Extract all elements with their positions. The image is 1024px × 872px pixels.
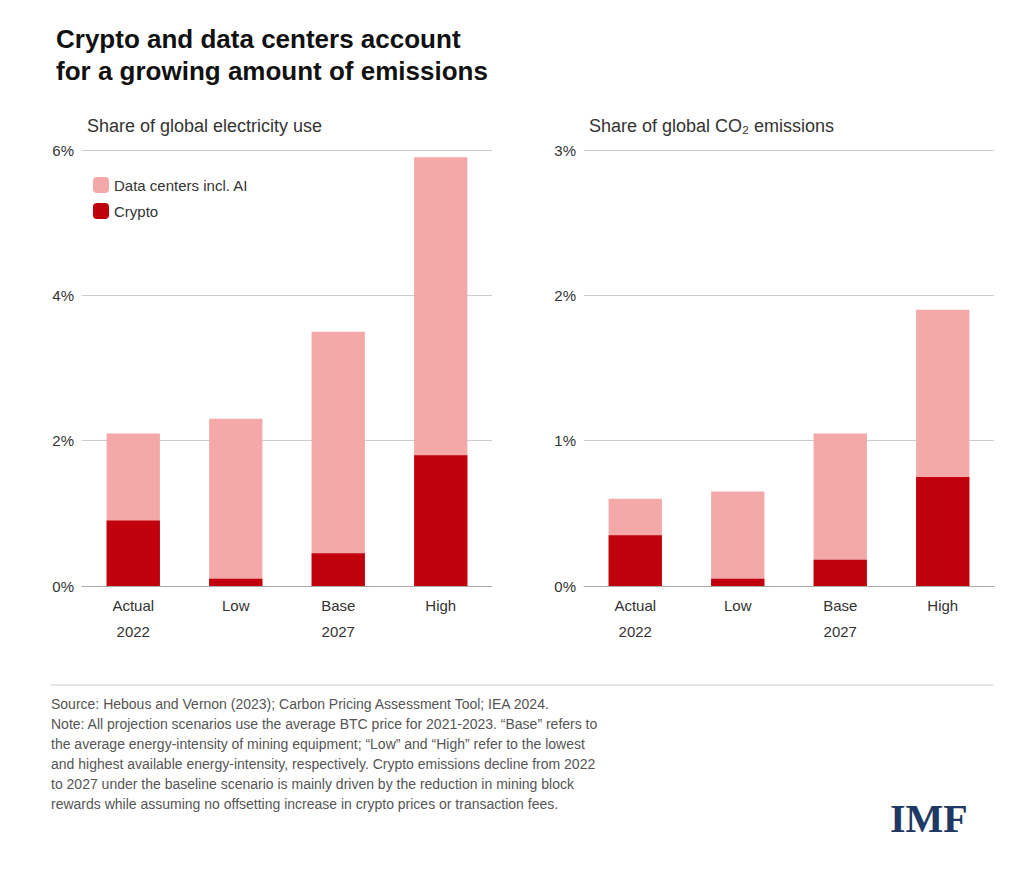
svg-text:Note: All projection scenarios: Note: All projection scenarios use the a… [51, 716, 597, 732]
svg-text:Share of global electricity us: Share of global electricity use [87, 116, 322, 136]
svg-text:Base: Base [321, 597, 355, 614]
svg-text:0%: 0% [52, 578, 74, 595]
svg-text:the average energy-intensity o: the average energy-intensity of mining e… [51, 736, 585, 752]
svg-text:IMF: IMF [890, 796, 968, 841]
svg-text:rewards while assuming no offs: rewards while assuming no offsetting inc… [51, 796, 558, 812]
svg-text:2%: 2% [52, 432, 74, 449]
svg-text:Low: Low [724, 597, 752, 614]
svg-text:High: High [425, 597, 456, 614]
svg-text:to 2027 under the baseline sce: to 2027 under the baseline scenario is m… [51, 776, 575, 792]
svg-text:Low: Low [222, 597, 250, 614]
svg-text:Crypto: Crypto [114, 203, 158, 220]
svg-text:6%: 6% [52, 142, 74, 159]
svg-text:Actual: Actual [112, 597, 154, 614]
svg-text:Share of global CO₂ emissions: Share of global CO₂ emissions [589, 116, 834, 136]
svg-text:Crypto and data centers accoun: Crypto and data centers account [56, 24, 461, 54]
svg-text:2022: 2022 [619, 623, 652, 640]
svg-text:0%: 0% [554, 578, 576, 595]
svg-text:2027: 2027 [824, 623, 857, 640]
svg-text:3%: 3% [554, 142, 576, 159]
svg-text:2022: 2022 [117, 623, 150, 640]
svg-text:and highest available energy-i: and highest available energy-intensity, … [51, 756, 595, 772]
svg-text:Source: Hebous and Vernon (202: Source: Hebous and Vernon (2023); Carbon… [51, 696, 549, 712]
svg-text:Base: Base [823, 597, 857, 614]
svg-text:1%: 1% [554, 432, 576, 449]
svg-text:4%: 4% [52, 287, 74, 304]
svg-text:High: High [927, 597, 958, 614]
svg-text:Data centers incl. AI: Data centers incl. AI [114, 177, 247, 194]
svg-text:Actual: Actual [614, 597, 656, 614]
svg-text:2027: 2027 [322, 623, 355, 640]
svg-text:2%: 2% [554, 287, 576, 304]
svg-text:for a growing amount of emissi: for a growing amount of emissions [56, 56, 488, 86]
